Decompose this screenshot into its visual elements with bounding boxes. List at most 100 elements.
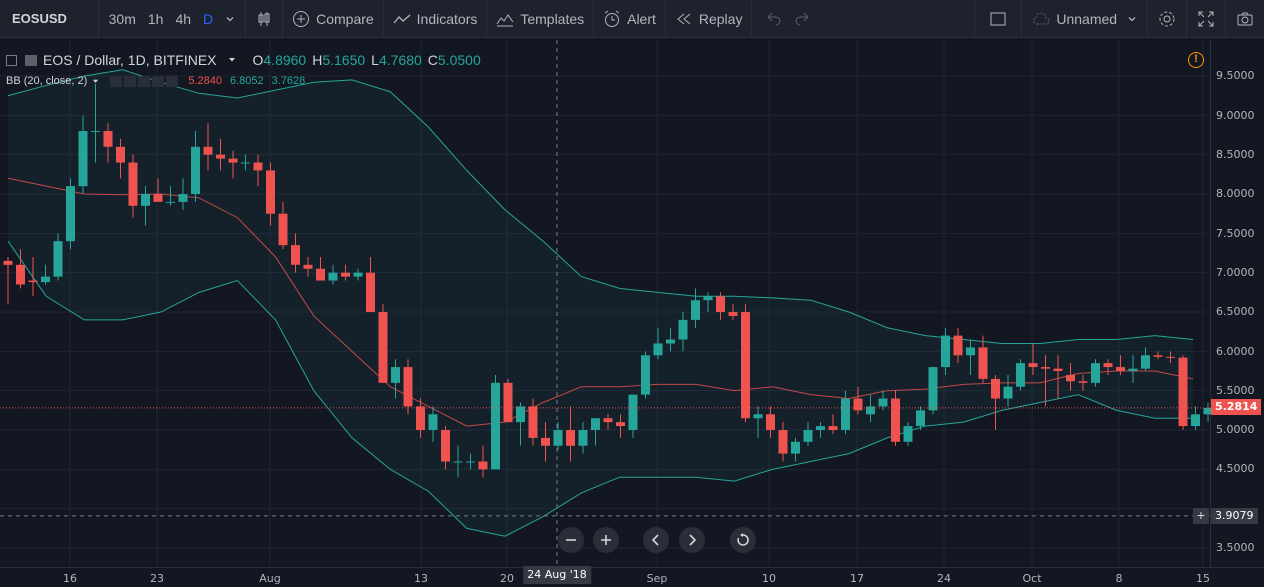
templates-icon <box>496 10 514 28</box>
redo-button[interactable] <box>788 0 822 38</box>
candle-body <box>41 276 50 283</box>
toolbar-divider <box>1147 0 1149 38</box>
candle-body <box>1003 386 1013 399</box>
candle-body <box>328 272 338 281</box>
fullscreen-button[interactable] <box>1187 0 1225 38</box>
indicator-title[interactable]: BB (20, close, 2) <box>6 75 88 87</box>
series-title[interactable]: EOS / Dollar, 1D, BITFINEX <box>43 52 217 68</box>
candle-body <box>1078 381 1088 383</box>
flag-icon[interactable] <box>25 54 37 66</box>
more-icon[interactable] <box>152 75 165 87</box>
candle-body <box>866 406 875 415</box>
time-tick: 15 <box>1196 572 1210 585</box>
candle-body <box>828 426 838 431</box>
candle-body <box>778 430 788 454</box>
replay-button[interactable]: Replay <box>666 0 752 38</box>
alarm-clock-icon <box>603 10 621 28</box>
toolbar-divider <box>1225 0 1226 38</box>
candle-body <box>191 146 200 195</box>
chevron-right-icon <box>689 534 697 546</box>
candle-body <box>166 201 175 203</box>
price-tick: 3.5000 <box>1216 541 1255 554</box>
toolbar-divider <box>593 0 595 38</box>
open-label: O <box>252 52 264 68</box>
layout-name-button[interactable]: Unnamed <box>1022 0 1147 38</box>
candle-body <box>566 430 575 446</box>
candle-body <box>203 146 213 155</box>
time-tick: Oct <box>1022 572 1042 585</box>
toolbar-divider <box>382 0 384 38</box>
interval-1h[interactable]: 1h <box>147 10 164 27</box>
expand-icon <box>1197 10 1215 28</box>
chevron-down-icon <box>1128 16 1136 21</box>
candle-body <box>516 406 525 423</box>
chevron-left-icon <box>651 534 659 546</box>
candle-body <box>353 272 363 277</box>
candle-body <box>766 414 775 431</box>
candle-body <box>78 131 88 187</box>
price-tick: 4.5000 <box>1216 462 1255 475</box>
snapshot-button[interactable] <box>1226 0 1264 38</box>
candle-body <box>1103 363 1113 368</box>
chart-pane[interactable]: EOS / Dollar, 1D, BITFINEX O 4.8960 H 5.16… <box>0 40 1264 587</box>
candle-body <box>591 418 600 431</box>
scroll-left-button[interactable] <box>643 527 669 553</box>
crosshair-price-tag: 3.9079 <box>1211 508 1258 524</box>
candle-body <box>616 422 625 427</box>
bb-upper-line <box>7 69 1194 344</box>
candle-body <box>728 312 738 316</box>
close-label: C <box>427 52 438 68</box>
price-tick: 7.5000 <box>1216 227 1255 240</box>
toolbar-divider <box>1186 0 1188 38</box>
templates-button[interactable]: Templates <box>487 0 593 38</box>
reset-chart-button[interactable] <box>730 527 756 553</box>
last-price-tag: 5.2814 <box>1211 399 1262 415</box>
toolbar-divider <box>245 0 247 38</box>
alert-button[interactable]: Alert <box>594 0 665 38</box>
toolbar-divider <box>664 0 666 38</box>
zoom-out-button[interactable] <box>558 527 584 553</box>
interval-30m[interactable]: 30m <box>108 10 136 27</box>
scroll-right-button[interactable] <box>679 527 705 553</box>
interval-4h[interactable]: 4h <box>175 10 192 27</box>
candle-body <box>1128 368 1138 372</box>
price-chart[interactable] <box>0 40 1264 587</box>
candle-body <box>478 461 488 470</box>
candle-body <box>578 430 588 446</box>
settings-icon[interactable] <box>124 75 137 87</box>
candle-body <box>966 347 975 356</box>
candle-body <box>141 194 150 206</box>
eye-icon[interactable] <box>110 75 123 87</box>
candle-body <box>253 162 263 171</box>
chevron-down-icon[interactable] <box>91 77 100 86</box>
candle-body <box>1203 407 1213 415</box>
close-icon[interactable] <box>166 75 179 87</box>
time-tick: 24 <box>937 572 951 585</box>
time-tick: 10 <box>762 572 776 585</box>
candle-body <box>541 437 550 446</box>
fullscreen-layout-button[interactable] <box>975 0 1021 38</box>
toolbar-divider <box>1021 0 1023 38</box>
time-tick: 23 <box>150 572 164 585</box>
chevron-down-icon[interactable] <box>227 55 237 65</box>
chart-type-button[interactable] <box>246 0 282 38</box>
source-icon[interactable] <box>138 75 151 87</box>
candle-body <box>928 367 938 411</box>
rewind-icon <box>675 10 693 28</box>
templates-label: Templates <box>520 10 585 27</box>
price-tick: 7.0000 <box>1216 266 1255 279</box>
replay-label: Replay <box>698 10 743 27</box>
candle-body <box>941 335 950 368</box>
zoom-in-button[interactable] <box>593 527 619 553</box>
collapse-legend-icon[interactable] <box>6 54 17 66</box>
symbol-search[interactable]: EOSUSD <box>12 11 67 26</box>
settings-button[interactable] <box>1148 0 1186 38</box>
indicators-button[interactable]: Indicators <box>384 0 487 38</box>
compare-button[interactable]: Compare <box>283 0 383 38</box>
interval-1d[interactable]: D <box>203 10 214 27</box>
chevron-down-icon[interactable] <box>219 11 241 27</box>
add-alert-plus-icon[interactable]: + <box>1193 508 1209 524</box>
undo-button[interactable] <box>752 0 788 38</box>
low-label: L <box>371 52 379 68</box>
warning-icon[interactable]: ! <box>1188 52 1204 68</box>
